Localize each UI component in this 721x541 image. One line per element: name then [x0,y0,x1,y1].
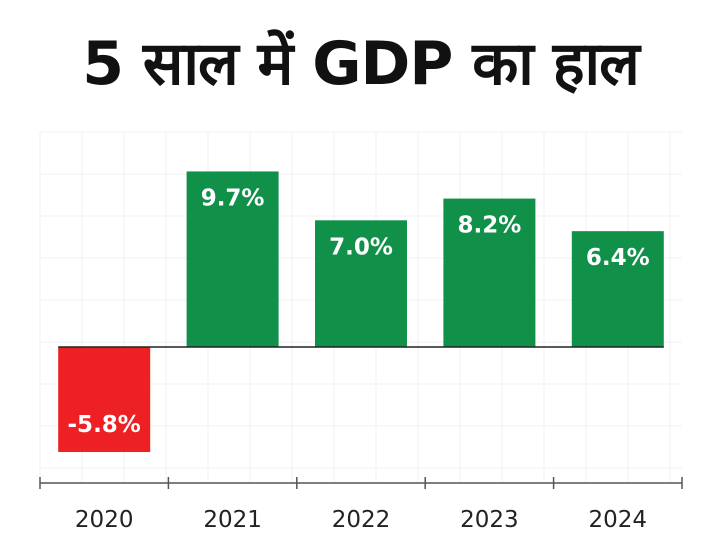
data-label-2024: 6.4% [586,245,650,271]
x-tick-label-2023: 2023 [460,507,519,533]
bar-2024 [571,231,664,347]
x-tick-label-2021: 2021 [203,507,262,533]
data-label-2022: 7.0% [329,234,393,260]
x-axis: 2020 2021 2022 2023 2024 [39,477,683,533]
x-tick-label-2020: 2020 [75,507,134,533]
bar-2021 [186,171,279,347]
data-label-2020: -5.8% [68,412,141,438]
bar-2023 [443,198,536,347]
bars [58,171,664,452]
bar-2022 [315,220,407,347]
x-tick-label-2022: 2022 [332,507,391,533]
data-labels: -5.8% 9.7% 7.0% 8.2% 6.4% [68,185,650,438]
data-label-2021: 9.7% [201,185,265,211]
chart-title: 5 साल में GDP का हाल [82,29,640,99]
x-tick-label-2024: 2024 [589,507,648,533]
bar-2020 [58,347,151,452]
data-label-2023: 8.2% [458,213,522,239]
